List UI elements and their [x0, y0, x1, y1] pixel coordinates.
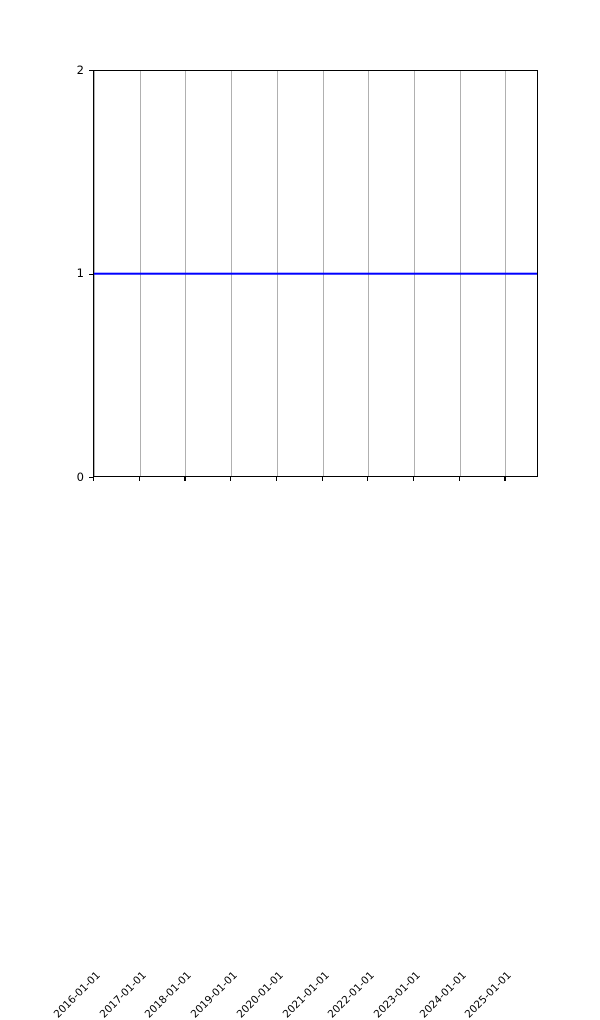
x-axis-tick [412, 477, 415, 481]
x-axis-tick-label: 2016-01-01 [51, 969, 103, 1020]
figure-canvas: 0 1 2 2016-01-01 2017-01-01 2018-01-01 2… [51, 62, 538, 1020]
x-axis-tick [275, 477, 278, 481]
x-axis-tick [321, 477, 323, 481]
plot-area [93, 70, 538, 477]
x-axis-tick [458, 477, 460, 481]
x-axis-tick-label: 2023-01-01 [371, 969, 423, 1020]
data-series-line [94, 272, 537, 275]
x-axis-tick [184, 477, 186, 481]
y-axis-tick [89, 477, 93, 479]
y-axis-tick-label: 1 [76, 266, 84, 280]
x-axis-tick-label: 2022-01-01 [325, 969, 377, 1020]
x-axis-tick-label: 2019-01-01 [188, 969, 240, 1020]
x-axis-tick [230, 477, 232, 481]
y-axis-tick-label: 0 [76, 469, 84, 484]
x-axis-tick [504, 477, 506, 481]
x-axis-tick-label: 2021-01-01 [280, 969, 332, 1020]
x-axis-tick [93, 477, 95, 481]
x-axis-tick [367, 477, 369, 481]
y-axis-tick-label: 2 [76, 62, 84, 77]
x-axis-tick-label: 2020-01-01 [234, 969, 286, 1020]
x-axis-tick-label: 2025-01-01 [462, 969, 515, 1020]
x-axis-tick-label: 2017-01-01 [97, 969, 149, 1020]
x-axis-tick-label: 2018-01-01 [142, 969, 195, 1020]
x-axis-tick [138, 477, 140, 481]
y-axis-tick [89, 70, 93, 72]
y-axis-tick [89, 273, 93, 275]
x-axis-tick-label: 2024-01-01 [417, 969, 469, 1020]
